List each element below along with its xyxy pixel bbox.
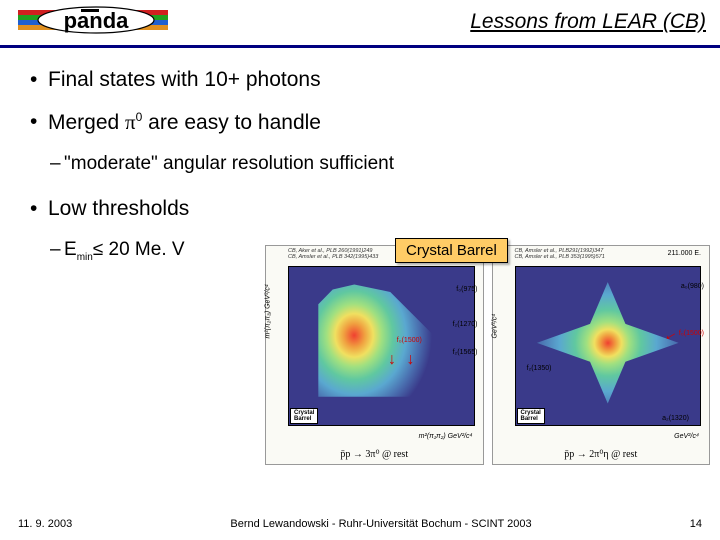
plot-left-formula: p̄p → 3π⁰ @ rest [340, 449, 408, 460]
bullet-3: Low thresholds [30, 197, 690, 221]
bullet-2: Merged π0 are easy to handle [30, 110, 690, 135]
emin-post: ≤ 20 Me. V [93, 239, 185, 260]
footer-date: 11. 9. 2003 [18, 518, 72, 530]
red-arrow-icon: ↓ [406, 352, 414, 368]
plot-left-xlabel: m²(π₁π₂) GeV²/c⁴ [419, 433, 473, 440]
ann-f2-1565: f₂(1565) [453, 349, 478, 356]
ann-f0-1500: f₀(1500) [397, 337, 422, 344]
slide-title: Lessons from LEAR (CB) [470, 10, 706, 34]
content: Final states with 10+ photons Merged π0 … [0, 48, 720, 263]
footer-page: 14 [690, 518, 702, 530]
ann-a0-980: a₀(980) [681, 283, 704, 290]
plot-left-credits: CB, Aker et al., PLB 260(1991)249 CB, Am… [288, 248, 378, 260]
ann-f0-975: f₀(975) [456, 286, 477, 293]
plot-right-xlabel: GeV²/c⁴ [674, 433, 699, 440]
plot-left-canvas: f₀(975) f₂(1270) f₂(1565) f₀(1500) ↓ ↓ [288, 266, 475, 426]
plot-right-entries: 211.000 E. [668, 250, 701, 257]
plot-right-credits: CB, Amsler et al., PLB291(1992)347 CB, A… [515, 248, 605, 260]
plot-left-badge: Crystal Barrel [290, 408, 318, 424]
plot-right-canvas: a₀(980) f₀(1500) f₂(1350) a₂(1320) ← [515, 266, 702, 426]
footer: 11. 9. 2003 Bernd Lewandowski - Ruhr-Uni… [0, 518, 720, 530]
plot-right-badge: Crystal Barrel [517, 408, 545, 424]
ann-f0-1500r: f₀(1500) [679, 330, 704, 337]
crystal-barrel-label: Crystal Barrel [395, 238, 508, 263]
plot-right-formula: p̄p → 2π⁰η @ rest [564, 449, 637, 460]
plots-container: CB, Aker et al., PLB 260(1991)249 CB, Am… [265, 245, 710, 465]
dalitz-plot-left: CB, Aker et al., PLB 260(1991)249 CB, Am… [265, 245, 484, 465]
subbullet-1: "moderate" angular resolution sufficient [50, 153, 690, 175]
ann-f2-1350: f₂(1350) [527, 365, 552, 372]
panda-logo: panda [18, 6, 178, 40]
emin-e: E [64, 239, 77, 260]
ann-f2-1270: f₂(1270) [453, 321, 478, 328]
bullet-2-post: are easy to handle [142, 111, 321, 134]
red-arrow-icon: ↓ [388, 352, 396, 368]
pi-symbol: π [125, 110, 136, 134]
emin-sub: min [77, 252, 93, 263]
dalitz-plot-right: CB, Amsler et al., PLB291(1992)347 CB, A… [492, 245, 711, 465]
footer-center: Bernd Lewandowski - Ruhr-Universität Boc… [230, 518, 531, 530]
plot-right-ylabel: GeV²/c⁴ [491, 314, 498, 339]
ann-a2-1320: a₂(1320) [662, 415, 689, 422]
header: panda Lessons from LEAR (CB) [0, 0, 720, 48]
bullet-1: Final states with 10+ photons [30, 68, 690, 92]
bullet-2-pre: Merged [48, 111, 125, 134]
plot-left-ylabel: m²(π₂π₃) GeV²/c⁴ [265, 284, 272, 338]
